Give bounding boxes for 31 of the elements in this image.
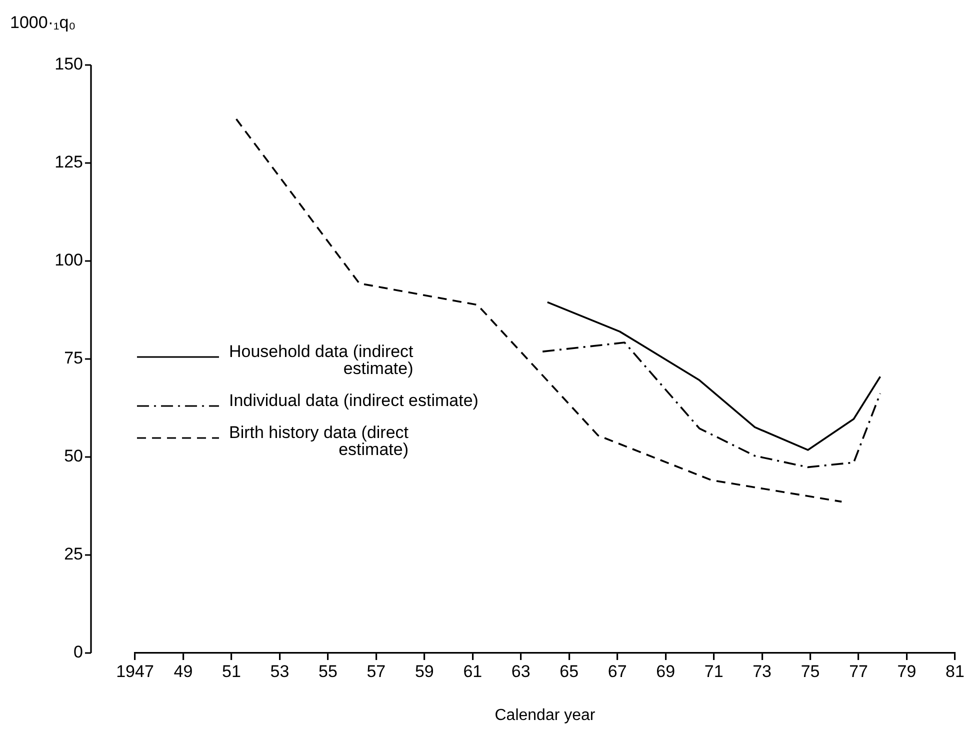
x-tick-label: 57	[366, 662, 386, 681]
legend-label: Household data (indirect estimate)	[229, 342, 414, 378]
x-tick-label: 63	[511, 662, 530, 681]
x-tick-label: 77	[849, 662, 868, 681]
x-tick-label: 1947	[116, 662, 154, 681]
x-axis-title: Calendar year	[494, 706, 596, 724]
x-tick-label: 79	[897, 662, 916, 681]
y-tick-label: 25	[64, 544, 83, 564]
x-tick-label: 49	[174, 662, 193, 681]
x-tick-label: 71	[704, 662, 724, 681]
y-tick-label: 100	[54, 250, 83, 270]
x-tick-label: 61	[463, 662, 482, 681]
y-tick-label: 125	[54, 152, 83, 172]
x-tick-label: 59	[414, 662, 434, 681]
y-tick-label: 75	[64, 348, 83, 368]
legend-label: Individual data (indirect estimate)	[229, 391, 478, 410]
x-tick-label: 65	[560, 662, 579, 681]
y-tick-label: 50	[64, 446, 83, 466]
x-tick-label: 55	[318, 662, 338, 681]
x-tick-label: 51	[222, 662, 241, 681]
x-tick-label: 75	[800, 662, 820, 681]
y-tick-label: 150	[54, 54, 83, 74]
y-tick-label: 0	[74, 642, 83, 662]
y-axis-title: 1000·₁q₀	[10, 13, 76, 32]
line-series	[542, 342, 882, 468]
legend-label: Birth history data (direct estimate)	[229, 423, 409, 459]
x-tick-label: 81	[946, 662, 964, 681]
x-tick-label: 67	[608, 662, 627, 681]
x-tick-label: 73	[752, 662, 772, 681]
x-tick-label: 69	[656, 662, 676, 681]
x-tick-label: 53	[270, 662, 290, 681]
